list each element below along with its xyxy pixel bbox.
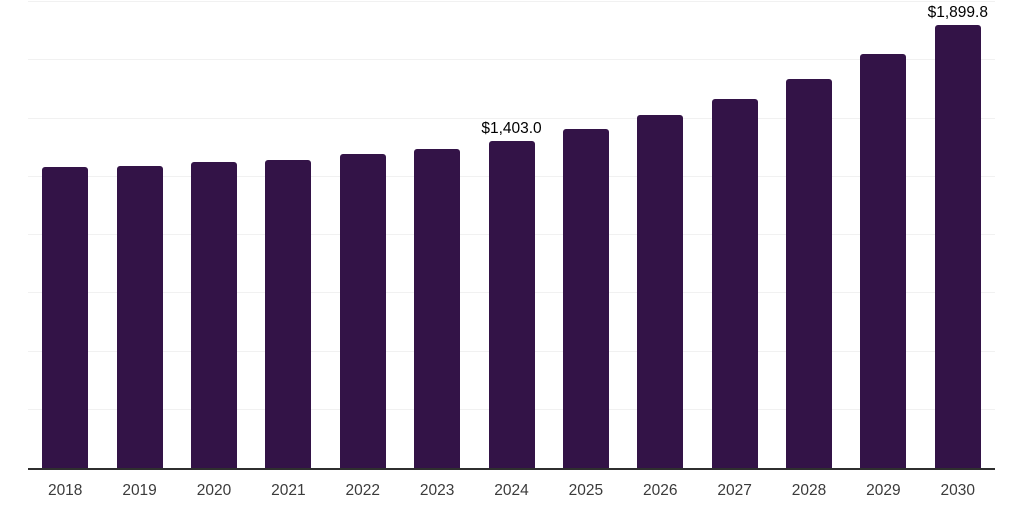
bar-value-label-2030: $1,899.8 — [927, 4, 988, 22]
bar-2027 — [711, 99, 758, 468]
x-tick-2028: 2028 — [791, 482, 827, 499]
bar-2022 — [339, 154, 386, 468]
x-tick-2025: 2025 — [568, 482, 604, 499]
plot-area: $1,403.0 $1,899.8 — [28, 1, 995, 470]
bar-2020 — [190, 162, 237, 468]
gridline-1500 — [28, 117, 995, 119]
x-tick-2026: 2026 — [643, 482, 678, 499]
x-axis-tick-labels: 2018 2019 2020 2021 2022 2023 2024 2025 2026 2027… — [28, 480, 995, 502]
x-tick-2019: 2019 — [122, 482, 157, 499]
bar-2028 — [786, 79, 833, 468]
x-tick-2024: 2024 — [494, 482, 529, 499]
bar-2029 — [860, 54, 907, 468]
bar-2025 — [562, 129, 609, 468]
x-tick-2022: 2022 — [345, 482, 380, 499]
x-tick-2030: 2030 — [940, 482, 976, 499]
bar-2019 — [116, 166, 163, 468]
x-tick-2029: 2029 — [866, 482, 901, 499]
x-tick-2018: 2018 — [47, 482, 83, 499]
bar-2021 — [265, 160, 312, 468]
bar-2026 — [637, 115, 684, 468]
gridline-2000 — [28, 1, 995, 2]
bar-2023 — [414, 149, 461, 468]
x-tick-2027: 2027 — [717, 482, 752, 499]
x-tick-2020: 2020 — [196, 482, 232, 499]
x-axis-line — [28, 468, 995, 470]
bar-2024 — [488, 141, 535, 468]
x-tick-2023: 2023 — [419, 482, 455, 499]
x-tick-2021: 2021 — [271, 482, 306, 499]
bar-2018 — [42, 167, 89, 468]
bar-2030 — [934, 25, 981, 468]
bar-value-label-2024: $1,403.0 — [481, 120, 542, 138]
gridline-1750 — [28, 59, 995, 61]
